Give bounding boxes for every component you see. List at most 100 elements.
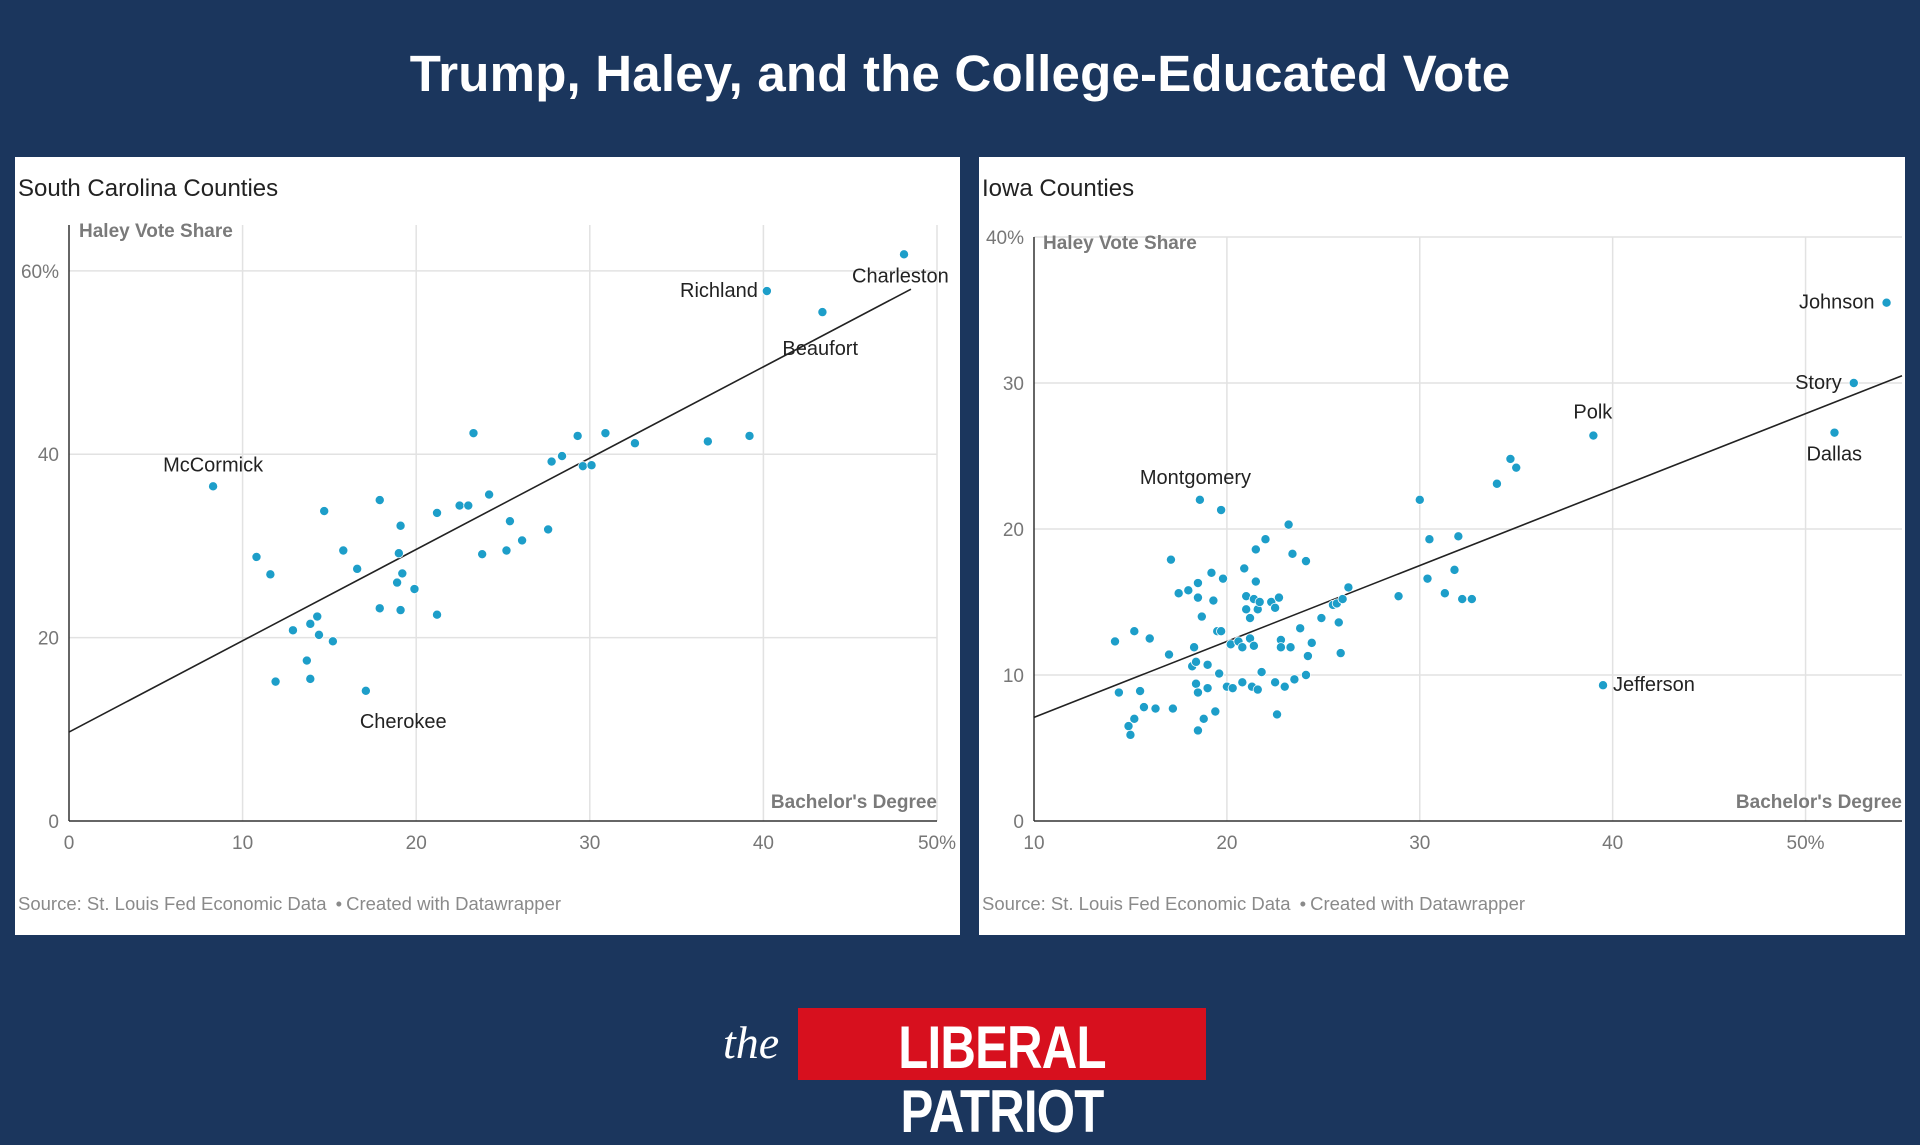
data-point [1316, 613, 1327, 624]
data-point [1829, 427, 1840, 438]
liberal-patriot-logo: the LIBERAL PATRIOT [723, 1008, 1208, 1144]
data-point [305, 673, 316, 684]
x-tick-label: 50% [918, 833, 956, 854]
point-label: Beaufort [782, 338, 858, 360]
source-note: Source: St. Louis Fed Economic Data • Cre… [982, 893, 1525, 915]
data-point [468, 428, 479, 439]
x-tick-label: 40 [1602, 833, 1623, 854]
data-point [484, 489, 495, 500]
data-point [1194, 494, 1205, 505]
data-point [1449, 564, 1460, 575]
trend-line [1033, 374, 1903, 719]
data-point [1216, 505, 1227, 516]
data-point [1300, 670, 1311, 681]
data-point [577, 461, 588, 472]
data-point [360, 685, 371, 696]
data-point [265, 569, 276, 580]
data-point [352, 563, 363, 574]
data-point [572, 430, 583, 441]
data-point [1202, 683, 1213, 694]
data-point [1138, 702, 1149, 713]
data-point [1260, 534, 1271, 545]
data-point [397, 568, 408, 579]
data-point [1164, 649, 1175, 660]
data-point [393, 548, 404, 559]
source-separator: • [335, 893, 343, 914]
data-point [1598, 680, 1609, 691]
data-point [1505, 453, 1516, 464]
south-carolina-chart-panel: South Carolina Counties 0 10 20 30 40 50% 0 20 4… [15, 157, 960, 935]
data-point [1192, 592, 1203, 603]
y-tick-label: 0 [1013, 812, 1024, 833]
data-point [1424, 534, 1435, 545]
data-point [1422, 573, 1433, 584]
data-point [1218, 573, 1229, 584]
data-point [1335, 648, 1346, 659]
data-point [1511, 462, 1522, 473]
x-tick-label: 20 [1216, 833, 1237, 854]
credit-text: Created with Datawrapper [346, 893, 562, 914]
trend-line [68, 288, 912, 733]
data-point [1227, 683, 1238, 694]
y-tick-label: 60% [21, 262, 59, 283]
data-point [392, 577, 403, 588]
data-point [1202, 659, 1213, 670]
source-note: Source: St. Louis Fed Economic Data • Cre… [18, 893, 561, 915]
x-tick-label: 30 [579, 833, 600, 854]
data-point [1343, 582, 1354, 593]
source-separator: • [1299, 893, 1307, 914]
data-point [1245, 613, 1256, 624]
point-label: Richland [680, 280, 758, 302]
data-point [1214, 668, 1225, 679]
data-point [1252, 684, 1263, 695]
data-point [1210, 706, 1221, 717]
data-point [432, 609, 443, 620]
data-point [546, 456, 557, 467]
data-point [1239, 563, 1250, 574]
data-point [1300, 556, 1311, 567]
data-point [463, 500, 474, 511]
source-text: Source: St. Louis Fed Economic Data [982, 893, 1291, 914]
data-point [702, 436, 713, 447]
logo-name-text: LIBERAL PATRIOT [898, 1014, 1106, 1145]
logo-red-box: LIBERAL PATRIOT [798, 1008, 1206, 1144]
chart-title: Iowa Counties [982, 175, 1135, 202]
data-point [301, 655, 312, 666]
data-points: Montgomery Polk Jefferson Dallas Story Johnso… [1110, 292, 1892, 740]
data-point [454, 500, 465, 511]
data-point [1216, 626, 1227, 637]
data-point [1289, 674, 1300, 685]
data-point [1237, 642, 1248, 653]
data-point [504, 516, 515, 527]
data-point [409, 584, 420, 595]
data-point [1191, 678, 1202, 689]
data-point [1333, 617, 1344, 628]
data-point [1241, 604, 1252, 615]
point-label: Montgomery [1140, 467, 1251, 489]
data-point [1848, 377, 1859, 388]
data-point [1192, 687, 1203, 698]
south-carolina-scatter-plot: 0 10 20 30 40 50% 0 20 40 60% Haley Vote Share Bach… [21, 221, 956, 854]
data-point [1295, 623, 1306, 634]
grid-lines [1034, 236, 1902, 821]
data-point [1881, 297, 1892, 308]
data-point [1250, 576, 1261, 587]
data-point [312, 611, 323, 622]
data-point [1183, 585, 1194, 596]
data-point [287, 625, 298, 636]
data-point [270, 676, 281, 687]
data-point [1272, 709, 1283, 720]
y-tick-label: 40% [986, 228, 1024, 249]
point-label: Dallas [1806, 444, 1862, 466]
data-point [374, 603, 385, 614]
data-point [1129, 626, 1140, 637]
point-label: Cherokee [360, 711, 447, 733]
data-point [517, 535, 528, 546]
point-label: Jefferson [1613, 674, 1695, 696]
data-point [1273, 592, 1284, 603]
data-point [1113, 687, 1124, 698]
data-point [899, 249, 910, 260]
data-point [305, 618, 316, 629]
data-point [1466, 594, 1477, 605]
data-point [1256, 667, 1267, 678]
